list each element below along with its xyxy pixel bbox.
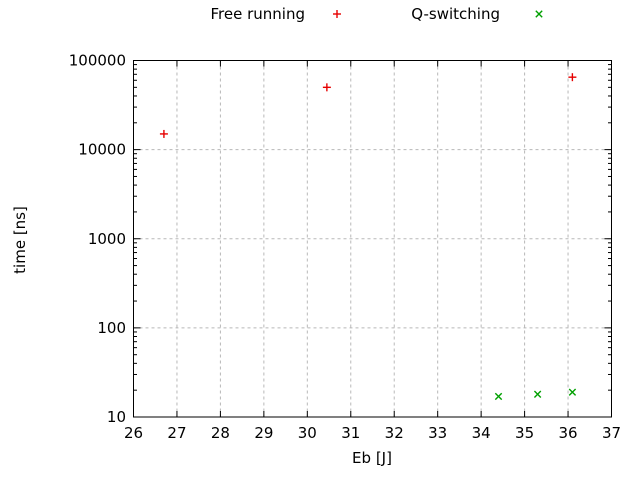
x-tick-label: 34 [472, 424, 491, 442]
x-tick-label: 36 [558, 424, 577, 442]
x-tick-label: 27 [167, 424, 186, 442]
x-tick-label: 33 [428, 424, 447, 442]
plot-border [133, 60, 612, 418]
y-tick-label: 10000 [78, 141, 126, 159]
x-tick-label: 30 [298, 424, 317, 442]
data-point-cross [568, 388, 577, 396]
cross-marker-icon [532, 6, 546, 20]
x-tick-label: 32 [385, 424, 404, 442]
x-tick-label: 31 [341, 424, 360, 442]
y-tick-label: 100000 [69, 52, 126, 70]
x-tick-label: 37 [602, 424, 621, 442]
x-tick-label: 26 [124, 424, 143, 442]
y-tick-label: 10 [107, 408, 126, 426]
x-axis-label: Eb [J] [352, 449, 392, 467]
legend-label-q-switching: Q-switching [411, 5, 500, 23]
plus-marker-icon [330, 6, 344, 20]
data-point-plus [159, 129, 168, 138]
plus-glyph [333, 10, 341, 18]
x-tick-label: 28 [211, 424, 230, 442]
data-point-cross [494, 392, 503, 401]
data-point-cross [533, 390, 542, 398]
data-point-plus [568, 73, 577, 82]
cross-glyph [535, 10, 543, 18]
plot-area: 26 27 28 29 30 31 32 33 34 35 36 37 10 100 1000 10000 10… [69, 52, 621, 443]
data-point-plus [322, 83, 331, 92]
x-tick-label: 35 [515, 424, 534, 442]
y-axis-label: time [ns] [11, 206, 29, 274]
y-tick-label: 100 [97, 319, 126, 337]
y-tick-label: 1000 [88, 230, 126, 248]
x-tick-label: 29 [254, 424, 273, 442]
legend-label-free-running: Free running [210, 5, 305, 23]
